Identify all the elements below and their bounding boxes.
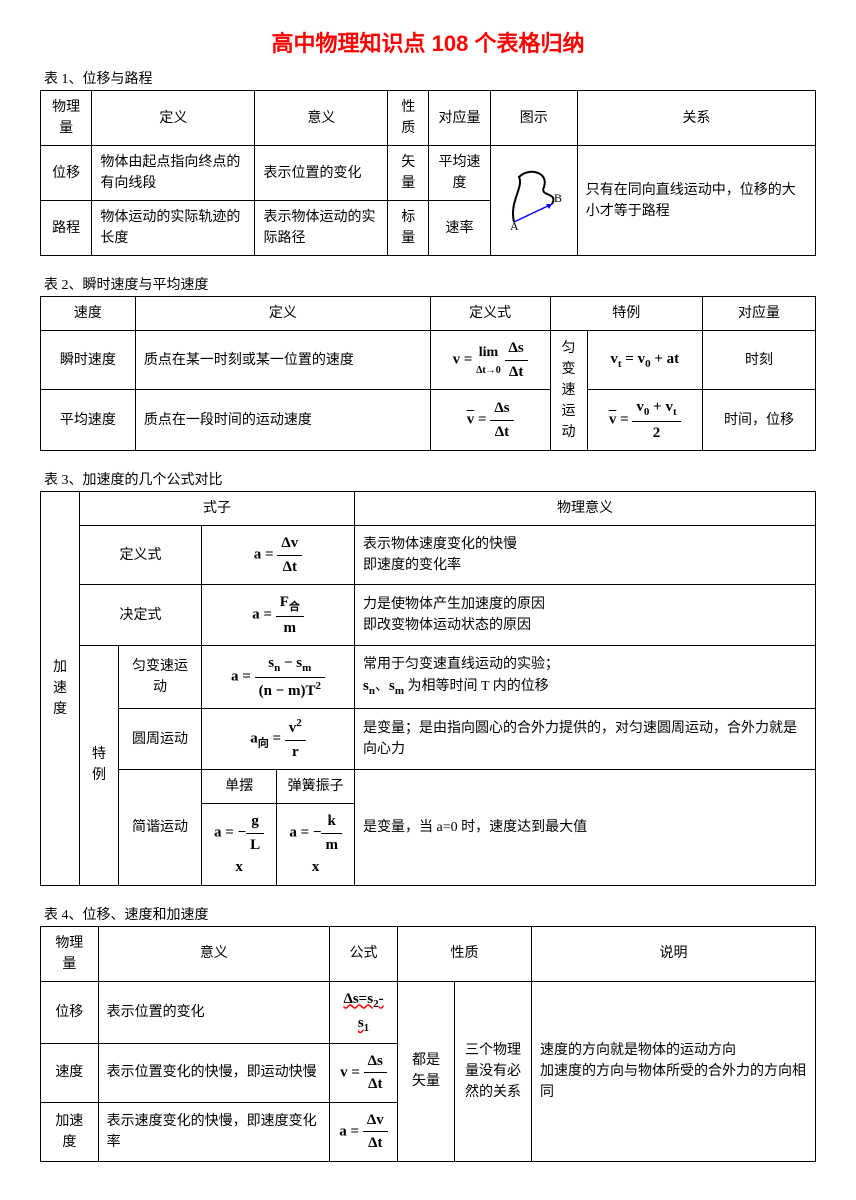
th: 对应量 [702, 297, 815, 331]
th: 性质 [397, 926, 531, 981]
cell: 定义式 [80, 526, 202, 585]
formula-cell: a = ΔvΔt [330, 1102, 398, 1161]
th: 物理意义 [355, 492, 816, 526]
th: 物理量 [41, 91, 92, 146]
cell: 位移 [41, 981, 99, 1043]
cell: 圆周运动 [119, 709, 202, 770]
table-header-row: 物理量 定义 意义 性质 对应量 图示 关系 [41, 91, 816, 146]
cell: 质点在某一时刻或某一位置的速度 [135, 331, 430, 390]
th: 特例 [550, 297, 702, 331]
diagram-cell: A B [490, 146, 577, 256]
midcol-cell: 匀变速运动 [550, 331, 587, 451]
cell: 物体运动的实际轨迹的长度 [92, 201, 255, 256]
th: 式子 [80, 492, 355, 526]
page-title: 高中物理知识点 108 个表格归纳 [40, 26, 816, 58]
cell: 矢量 [388, 146, 429, 201]
cell: 常用于匀变速直线运动的实验； sn、sm 为相等时间 T 内的位移 [355, 646, 816, 709]
formula-cell: a = F合m [201, 585, 354, 646]
table-row: 定义式 a = ΔvΔt 表示物体速度变化的快慢 即速度的变化率 [41, 526, 816, 585]
formula-cell: a向 = v2r [201, 709, 354, 770]
formula-cell: v = v0 + vt2 [587, 390, 702, 451]
table-row: 位移 表示位置的变化 Δs=s2-s1 都是矢量 三个物理量没有必然的关系 速度… [41, 981, 816, 1043]
cell: 表示位置的变化 [255, 146, 388, 201]
th: 意义 [98, 926, 329, 981]
cell: 三个物理量没有必然的关系 [454, 981, 531, 1161]
cell: 路程 [41, 201, 92, 256]
th: 对应量 [429, 91, 491, 146]
side-label: 加速度 [41, 492, 80, 886]
table1: 物理量 定义 意义 性质 对应量 图示 关系 位移 物体由起点指向终点的有向线段… [40, 90, 816, 256]
th: 公式 [330, 926, 398, 981]
cell: 平均速度 [429, 146, 491, 201]
table2-caption: 表 2、瞬时速度与平均速度 [44, 274, 816, 294]
cell: 特例 [80, 646, 119, 886]
cell: 速度的方向就是物体的运动方向 加速度的方向与物体所受的合外力的方向相同 [531, 981, 815, 1161]
th: 意义 [255, 91, 388, 146]
cell: 时刻 [702, 331, 815, 390]
table-row: 圆周运动 a向 = v2r 是变量；是由指向圆心的合外力提供的，对匀速圆周运动，… [41, 709, 816, 770]
cell: 决定式 [80, 585, 202, 646]
cell: 加速度 [41, 1102, 99, 1161]
cell: 质点在一段时间的运动速度 [135, 390, 430, 451]
cell: 物体由起点指向终点的有向线段 [92, 146, 255, 201]
cell: 速度 [41, 1043, 99, 1102]
table2: 速度 定义 定义式 特例 对应量 瞬时速度 质点在某一时刻或某一位置的速度 v … [40, 296, 816, 451]
cell: 是变量；是由指向圆心的合外力提供的，对匀速圆周运动，合外力就是向心力 [355, 709, 816, 770]
cell: 表示物体运动的实际路径 [255, 201, 388, 256]
cell: 都是矢量 [397, 981, 454, 1161]
path-diagram-icon: A B [504, 162, 564, 232]
table3: 加速度 式子 物理意义 定义式 a = ΔvΔt 表示物体速度变化的快慢 即速度… [40, 491, 816, 886]
cell: 位移 [41, 146, 92, 201]
table-header-row: 加速度 式子 物理意义 [41, 492, 816, 526]
table-row: 瞬时速度 质点在某一时刻或某一位置的速度 v = limΔt→0 ΔsΔt 匀变… [41, 331, 816, 390]
th: 速度 [41, 297, 136, 331]
th: 物理量 [41, 926, 99, 981]
th: 定义 [135, 297, 430, 331]
cell: 平均速度 [41, 390, 136, 451]
formula-cell: v = ΔsΔt [430, 390, 550, 451]
cell: 表示物体速度变化的快慢 即速度的变化率 [355, 526, 816, 585]
table-row: 决定式 a = F合m 力是使物体产生加速度的原因 即改变物体运动状态的原因 [41, 585, 816, 646]
relation-cell: 只有在同向直线运动中，位移的大小才等于路程 [577, 146, 815, 256]
th: 定义 [92, 91, 255, 146]
cell: 匀变速运动 [119, 646, 202, 709]
cell: 瞬时速度 [41, 331, 136, 390]
table4: 物理量 意义 公式 性质 说明 位移 表示位置的变化 Δs=s2-s1 都是矢量… [40, 926, 816, 1162]
th: 性质 [388, 91, 429, 146]
formula-cell: vt = v0 + at [587, 331, 702, 390]
cell: 简谐运动 [119, 770, 202, 886]
cell: 速率 [429, 201, 491, 256]
formula-cell: v = limΔt→0 ΔsΔt [430, 331, 550, 390]
th: 关系 [577, 91, 815, 146]
cell: 时间，位移 [702, 390, 815, 451]
table-row: 平均速度 质点在一段时间的运动速度 v = ΔsΔt v = v0 + vt2 … [41, 390, 816, 451]
table-row: 特例 匀变速运动 a = sn − sm(n − m)T2 常用于匀变速直线运动… [41, 646, 816, 709]
svg-text:B: B [554, 191, 562, 205]
svg-text:A: A [510, 219, 519, 232]
th: 图示 [490, 91, 577, 146]
cell: 标量 [388, 201, 429, 256]
formula-cell: Δs=s2-s1 [330, 981, 398, 1043]
cell: 表示位置的变化 [98, 981, 329, 1043]
th: 定义式 [430, 297, 550, 331]
cell: 表示位置变化的快慢，即运动快慢 [98, 1043, 329, 1102]
table-row: 简谐运动 单摆弹簧振子 a = −gL x a = −km x 是变量，当 a=… [41, 770, 816, 886]
cell: 表示速度变化的快慢，即速度变化率 [98, 1102, 329, 1161]
table-header-row: 速度 定义 定义式 特例 对应量 [41, 297, 816, 331]
table4-caption: 表 4、位移、速度和加速度 [44, 904, 816, 924]
cell: 单摆弹簧振子 a = −gL x a = −km x [201, 770, 354, 886]
formula-cell: a = sn − sm(n − m)T2 [201, 646, 354, 709]
table-header-row: 物理量 意义 公式 性质 说明 [41, 926, 816, 981]
table3-caption: 表 3、加速度的几个公式对比 [44, 469, 816, 489]
th: 说明 [531, 926, 815, 981]
formula-cell: a = ΔvΔt [201, 526, 354, 585]
cell: 力是使物体产生加速度的原因 即改变物体运动状态的原因 [355, 585, 816, 646]
table-row: 位移 物体由起点指向终点的有向线段 表示位置的变化 矢量 平均速度 A B 只有… [41, 146, 816, 201]
table1-caption: 表 1、位移与路程 [44, 68, 816, 88]
formula-cell: v = ΔsΔt [330, 1043, 398, 1102]
cell: 是变量，当 a=0 时，速度达到最大值 [355, 770, 816, 886]
